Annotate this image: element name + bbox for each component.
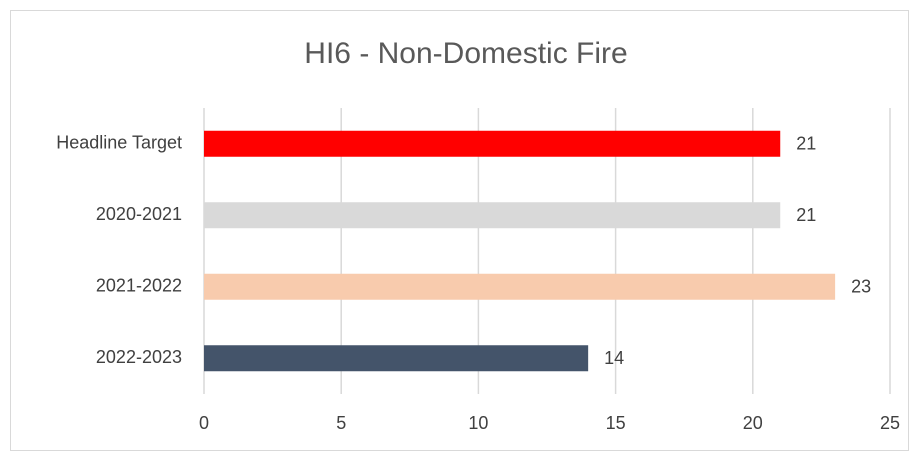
y-tick-label: 2021-2022 (96, 276, 182, 296)
x-tick-label: 15 (606, 413, 626, 433)
x-tick-label: 20 (743, 413, 763, 433)
bar (204, 345, 589, 372)
data-label: 14 (604, 348, 624, 368)
chart-title: HI6 - Non-Domestic Fire (304, 37, 627, 70)
y-tick-label: 2020-2021 (96, 204, 182, 224)
x-tick-label: 10 (468, 413, 488, 433)
y-tick-label: 2022-2023 (96, 347, 182, 367)
data-label: 21 (796, 205, 816, 225)
bar (204, 202, 781, 229)
bar (204, 273, 836, 300)
x-tick-label: 0 (199, 413, 209, 433)
x-tick-label: 5 (336, 413, 346, 433)
data-label: 21 (796, 134, 816, 154)
x-tick-label: 25 (880, 413, 900, 433)
data-label: 23 (851, 277, 871, 297)
y-tick-label: Headline Target (56, 133, 182, 153)
chart-frame (10, 10, 909, 451)
bar (204, 130, 781, 157)
